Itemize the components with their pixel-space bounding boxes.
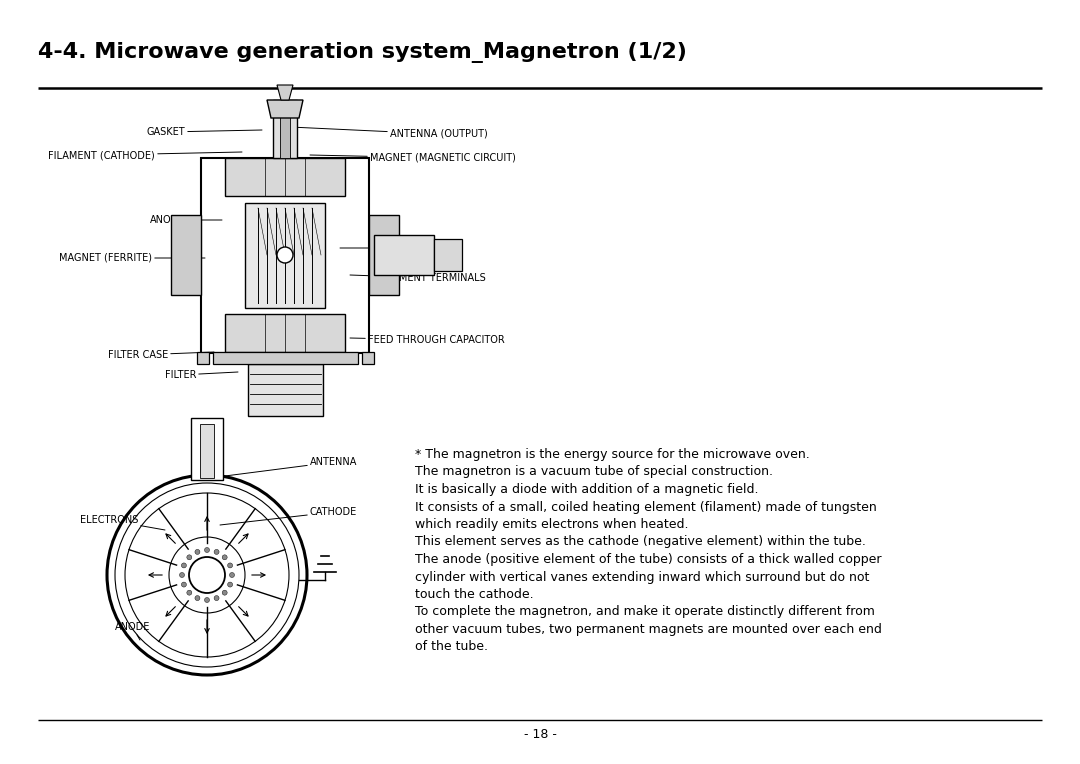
- Circle shape: [194, 596, 200, 601]
- Text: ELECTRONS: ELECTRONS: [80, 515, 165, 530]
- Circle shape: [204, 597, 210, 603]
- Circle shape: [228, 563, 232, 568]
- Circle shape: [187, 590, 192, 595]
- Circle shape: [181, 563, 187, 568]
- Circle shape: [214, 596, 219, 601]
- Bar: [200, 424, 214, 478]
- Text: VANE: VANE: [340, 243, 416, 253]
- Bar: [374, 235, 434, 275]
- Circle shape: [222, 555, 227, 560]
- Text: ANTENNA: ANTENNA: [225, 457, 357, 476]
- Bar: [213, 352, 357, 364]
- Bar: [197, 352, 210, 364]
- Circle shape: [214, 549, 219, 555]
- Text: ANTENNA (OUTPUT): ANTENNA (OUTPUT): [291, 127, 488, 139]
- Bar: [273, 100, 297, 158]
- Text: ANODE: ANODE: [150, 215, 222, 225]
- Text: FILAMENT TERMINALS: FILAMENT TERMINALS: [350, 273, 486, 283]
- Bar: [434, 239, 462, 271]
- Circle shape: [204, 548, 210, 552]
- Text: * The magnetron is the energy source for the microwave oven.: * The magnetron is the energy source for…: [415, 448, 810, 461]
- Bar: [225, 158, 345, 196]
- Circle shape: [187, 555, 192, 560]
- Text: To complete the magnetron, and make it operate distinctly different from: To complete the magnetron, and make it o…: [415, 606, 875, 619]
- Circle shape: [276, 247, 293, 263]
- Bar: [171, 215, 201, 295]
- Text: other vacuum tubes, two permanent magnets are mounted over each end: other vacuum tubes, two permanent magnet…: [415, 623, 882, 636]
- Text: The magnetron is a vacuum tube of special construction.: The magnetron is a vacuum tube of specia…: [415, 465, 773, 478]
- Circle shape: [179, 572, 185, 578]
- Bar: [362, 352, 374, 364]
- Bar: [245, 203, 325, 308]
- Text: CATHODE: CATHODE: [220, 507, 357, 525]
- Text: The anode (positive element of the tube) consists of a thick walled copper: The anode (positive element of the tube)…: [415, 553, 881, 566]
- Text: It is basically a diode with addition of a magnetic field.: It is basically a diode with addition of…: [415, 483, 758, 496]
- Circle shape: [189, 557, 225, 593]
- Text: cylinder with vertical vanes extending inward which surround but do not: cylinder with vertical vanes extending i…: [415, 571, 869, 584]
- Polygon shape: [276, 85, 293, 100]
- Bar: [369, 215, 399, 295]
- Text: FILTER: FILTER: [164, 370, 238, 380]
- Text: which readily emits electrons when heated.: which readily emits electrons when heate…: [415, 518, 689, 531]
- Bar: [191, 418, 222, 480]
- Text: 4-4. Microwave generation system_Magnetron (1/2): 4-4. Microwave generation system_Magnetr…: [38, 42, 687, 63]
- Text: touch the cathode.: touch the cathode.: [415, 588, 534, 601]
- Text: MAGNET (MAGNETIC CIRCUIT): MAGNET (MAGNETIC CIRCUIT): [310, 153, 516, 163]
- Polygon shape: [267, 100, 303, 118]
- Circle shape: [222, 590, 227, 595]
- Text: of the tube.: of the tube.: [415, 640, 488, 653]
- Text: It consists of a small, coiled heating element (filament) made of tungsten: It consists of a small, coiled heating e…: [415, 500, 877, 513]
- Bar: [201, 158, 369, 353]
- Text: - 18 -: - 18 -: [524, 728, 556, 741]
- Text: This element serves as the cathode (negative element) within the tube.: This element serves as the cathode (nega…: [415, 536, 866, 549]
- Circle shape: [229, 572, 234, 578]
- Text: MAGNET (FERRITE): MAGNET (FERRITE): [59, 253, 205, 263]
- Text: FILTER CASE: FILTER CASE: [108, 350, 214, 360]
- Text: FILAMENT (CATHODE): FILAMENT (CATHODE): [49, 150, 242, 160]
- Text: GASKET: GASKET: [147, 127, 262, 137]
- Bar: [248, 364, 323, 416]
- Circle shape: [228, 582, 232, 587]
- Text: ANODE: ANODE: [114, 622, 150, 640]
- Bar: [225, 314, 345, 352]
- Circle shape: [181, 582, 187, 587]
- Text: FEED THROUGH CAPACITOR: FEED THROUGH CAPACITOR: [350, 335, 504, 345]
- Circle shape: [194, 549, 200, 555]
- Bar: [280, 110, 291, 158]
